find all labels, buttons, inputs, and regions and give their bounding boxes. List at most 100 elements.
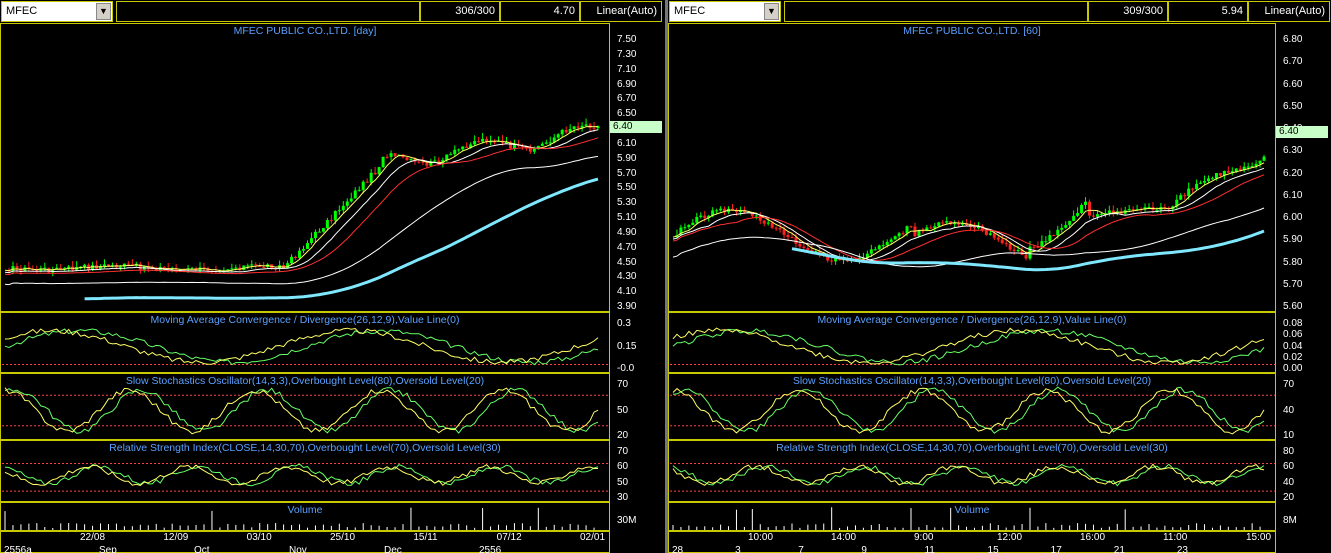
candle-body <box>1060 227 1064 230</box>
price-tick-label: 4.70 <box>617 241 637 253</box>
chart-canvas-right <box>670 154 1275 530</box>
rsi-axis <box>1275 440 1331 502</box>
ma-white-line <box>4 155 599 286</box>
ma-red-line <box>4 137 599 276</box>
scale-mode[interactable]: Linear(Auto) <box>580 1 662 22</box>
stochastics-line <box>4 387 599 434</box>
price-axis[interactable] <box>609 23 665 312</box>
candle-body <box>564 129 568 133</box>
symbol-select[interactable]: MFEC ▼ <box>1 1 113 22</box>
candle-body <box>1036 246 1040 248</box>
candle-body <box>246 265 250 267</box>
candle-body <box>520 145 524 147</box>
candle-body <box>532 148 536 152</box>
candle-body <box>1044 241 1048 243</box>
candle-body <box>925 227 929 232</box>
candle-body <box>782 229 786 235</box>
candle-body <box>1262 156 1266 161</box>
price-tick-label: 5.80 <box>1283 256 1303 268</box>
candle-body <box>945 221 949 223</box>
time-label: 16:00 <box>1080 532 1106 543</box>
candle-body <box>409 158 413 160</box>
pane-splitter[interactable] <box>665 0 668 553</box>
scale-mode[interactable]: Linear(Auto) <box>1248 1 1330 22</box>
price-tick-label: 7.30 <box>617 48 637 60</box>
candle-body <box>1091 215 1095 217</box>
candle-body <box>298 250 302 259</box>
symbol-value: MFEC <box>674 5 706 17</box>
chart-pane-left[interactable]: MFEC ▼ 306/300 4.70 Linear(Auto) MFEC PU… <box>0 0 665 553</box>
candle-body <box>1024 254 1028 259</box>
candle-body <box>1163 207 1167 209</box>
candle-body <box>1099 213 1103 215</box>
price-tick-label: 7.10 <box>617 63 637 75</box>
candle-body <box>453 149 457 155</box>
date-label: 2556 <box>479 545 502 553</box>
macd_ticks-tick-label: 0.08 <box>1283 318 1303 329</box>
candle-body <box>449 154 453 156</box>
macd-axis <box>609 312 665 373</box>
candle-body <box>786 234 790 238</box>
candle-body <box>51 269 55 273</box>
price-tick-label: 6.30 <box>1283 145 1303 157</box>
candle-body <box>477 141 481 143</box>
price-tick-label: 3.90 <box>617 301 637 312</box>
candle-body <box>834 257 838 262</box>
candle-body <box>580 125 584 128</box>
macd_ticks-tick-label: 0.06 <box>1283 329 1303 341</box>
toolbar-left: MFEC ▼ 306/300 4.70 Linear(Auto) <box>0 0 665 22</box>
candle-body <box>572 126 576 129</box>
stochastics-title: Slow Stochastics Oscillator(14,3,3),Over… <box>125 375 485 387</box>
candle-body <box>774 227 778 229</box>
candle-body <box>695 216 699 223</box>
candle-body <box>957 222 961 225</box>
macd_ticks-tick-label: 0.00 <box>1283 363 1303 374</box>
symbol-select[interactable]: MFEC ▼ <box>669 1 781 22</box>
candle-body <box>365 181 369 183</box>
candle-body <box>933 226 937 229</box>
price-tick-label: 4.90 <box>617 226 637 238</box>
price-axis[interactable] <box>1275 23 1331 312</box>
volume-axis <box>609 502 665 531</box>
macd-title: Moving Average Convergence / Divergence(… <box>817 314 1127 326</box>
candle-body <box>901 233 905 235</box>
price-tick-label: 6.50 <box>617 108 637 120</box>
stochastics-axis <box>1275 373 1331 440</box>
candle-body <box>528 147 532 152</box>
candle-body <box>170 268 174 270</box>
candle-body <box>980 225 984 231</box>
candle-body <box>489 141 493 143</box>
price-tick-label: 6.70 <box>617 93 637 105</box>
candle-body <box>461 146 465 150</box>
candle-body <box>465 146 469 148</box>
candle-body <box>556 134 560 138</box>
candle-body <box>814 251 818 253</box>
date-label: Nov <box>289 545 307 553</box>
ma-short-line <box>4 125 599 272</box>
ma-short-line <box>672 162 1265 261</box>
chevron-down-icon[interactable]: ▼ <box>764 3 779 20</box>
candle-body <box>1072 215 1076 221</box>
candle-body <box>719 208 723 211</box>
date-label: Sep <box>99 545 117 553</box>
candle-body <box>361 181 365 190</box>
chart-title: MFEC PUBLIC CO.,LTD. [60] <box>903 25 1041 37</box>
price-tick-label: 6.90 <box>617 78 637 90</box>
candle-body <box>15 266 19 269</box>
volume-title: Volume <box>954 504 990 516</box>
chart-pane-right[interactable]: MFEC ▼ 309/300 5.94 Linear(Auto) MFEC PU… <box>668 0 1331 553</box>
price-tick-label: 6.10 <box>617 137 637 149</box>
candle-body <box>552 137 556 143</box>
candle-body <box>373 172 377 175</box>
candle-body <box>1111 210 1115 213</box>
price-tick-label: 5.30 <box>617 197 637 209</box>
stochastics-line <box>4 387 599 435</box>
candle-body <box>433 160 437 162</box>
candle-body <box>798 243 802 247</box>
candle-body <box>309 238 313 244</box>
candle-body <box>865 253 869 258</box>
chevron-down-icon[interactable]: ▼ <box>96 3 111 20</box>
candle-body <box>1183 195 1187 197</box>
price-tick-label: 5.70 <box>1283 278 1303 290</box>
candle-body <box>1004 243 1008 245</box>
